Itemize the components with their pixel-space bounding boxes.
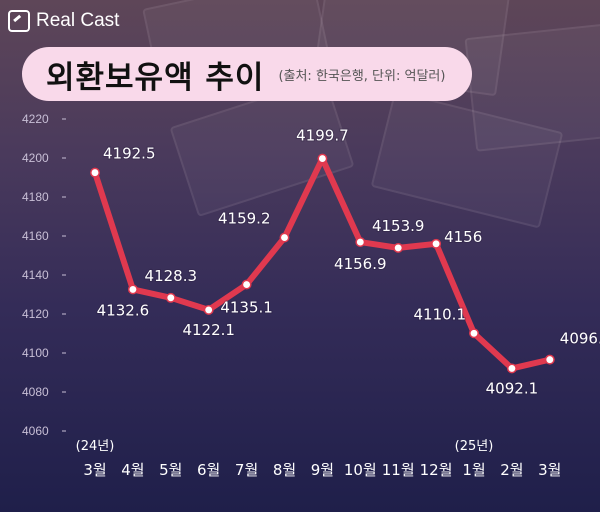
data-point <box>506 363 517 374</box>
title-banner: 외환보유액 추이 (출처: 한국은행, 단위: 억달러) <box>22 47 472 101</box>
y-tick-label: 4180 <box>22 190 49 204</box>
data-point <box>279 232 290 243</box>
data-label: 4110.1 <box>414 305 467 323</box>
x-tick-label: 10월 <box>344 461 377 479</box>
data-label: 4096.6 <box>560 330 600 348</box>
data-label: 4128.3 <box>145 267 198 285</box>
data-label: 4092.1 <box>486 379 539 397</box>
chart-title: 외환보유액 추이 <box>46 59 265 96</box>
y-tick-label: 4160 <box>22 229 49 243</box>
data-label: 4156.9 <box>334 255 387 273</box>
data-point <box>165 292 176 303</box>
year-note: (25년) <box>455 439 494 454</box>
x-tick-label: 1월 <box>462 461 485 479</box>
y-tick-label: 4120 <box>22 307 49 321</box>
data-label: 4153.9 <box>372 217 425 235</box>
data-point <box>127 284 138 295</box>
data-point <box>90 167 100 178</box>
x-tick-label: 5월 <box>159 461 182 479</box>
x-tick-label: 12월 <box>420 461 453 479</box>
x-tick-label: 3월 <box>538 461 561 479</box>
x-tick-label: 7월 <box>235 461 258 479</box>
y-tick-label: 4100 <box>22 346 49 360</box>
data-label: 4135.1 <box>220 299 273 317</box>
data-point <box>469 328 479 339</box>
data-point <box>317 153 328 164</box>
logo-text: Real Cast <box>36 10 120 31</box>
data-point <box>431 238 442 249</box>
y-tick-label: 4200 <box>22 151 49 165</box>
x-tick-label: 6월 <box>197 461 220 479</box>
x-tick-label: 9월 <box>311 461 334 479</box>
data-label: 4199.7 <box>296 127 349 145</box>
data-label: 4159.2 <box>218 210 271 228</box>
series-line <box>92 155 553 372</box>
year-note: (24년) <box>76 439 115 454</box>
realcast-logo: Real Cast <box>8 10 119 32</box>
data-point <box>544 354 555 365</box>
data-point <box>241 279 252 290</box>
y-tick-label: 4080 <box>22 385 49 399</box>
data-label: 4122.1 <box>182 321 235 339</box>
data-point <box>355 237 366 247</box>
data-label: 4192.5 <box>103 145 156 163</box>
x-tick-label: 4월 <box>121 461 144 479</box>
y-tick-label: 4140 <box>22 268 49 282</box>
y-tick-label: 4220 <box>22 112 49 126</box>
data-point <box>203 304 214 315</box>
x-tick-label: 2월 <box>500 461 523 479</box>
y-tick-label: 4060 <box>22 424 49 438</box>
realcast-logo-icon <box>8 10 30 32</box>
chart-subtitle: (출처: 한국은행, 단위: 억달러) <box>278 68 446 84</box>
data-label: 4132.6 <box>97 301 150 319</box>
data-label: 4156 <box>444 228 482 246</box>
x-tick-label: 8월 <box>273 461 296 479</box>
x-tick-label: 11월 <box>382 461 415 479</box>
x-tick-label: 3월 <box>83 461 106 479</box>
data-point <box>393 242 404 253</box>
